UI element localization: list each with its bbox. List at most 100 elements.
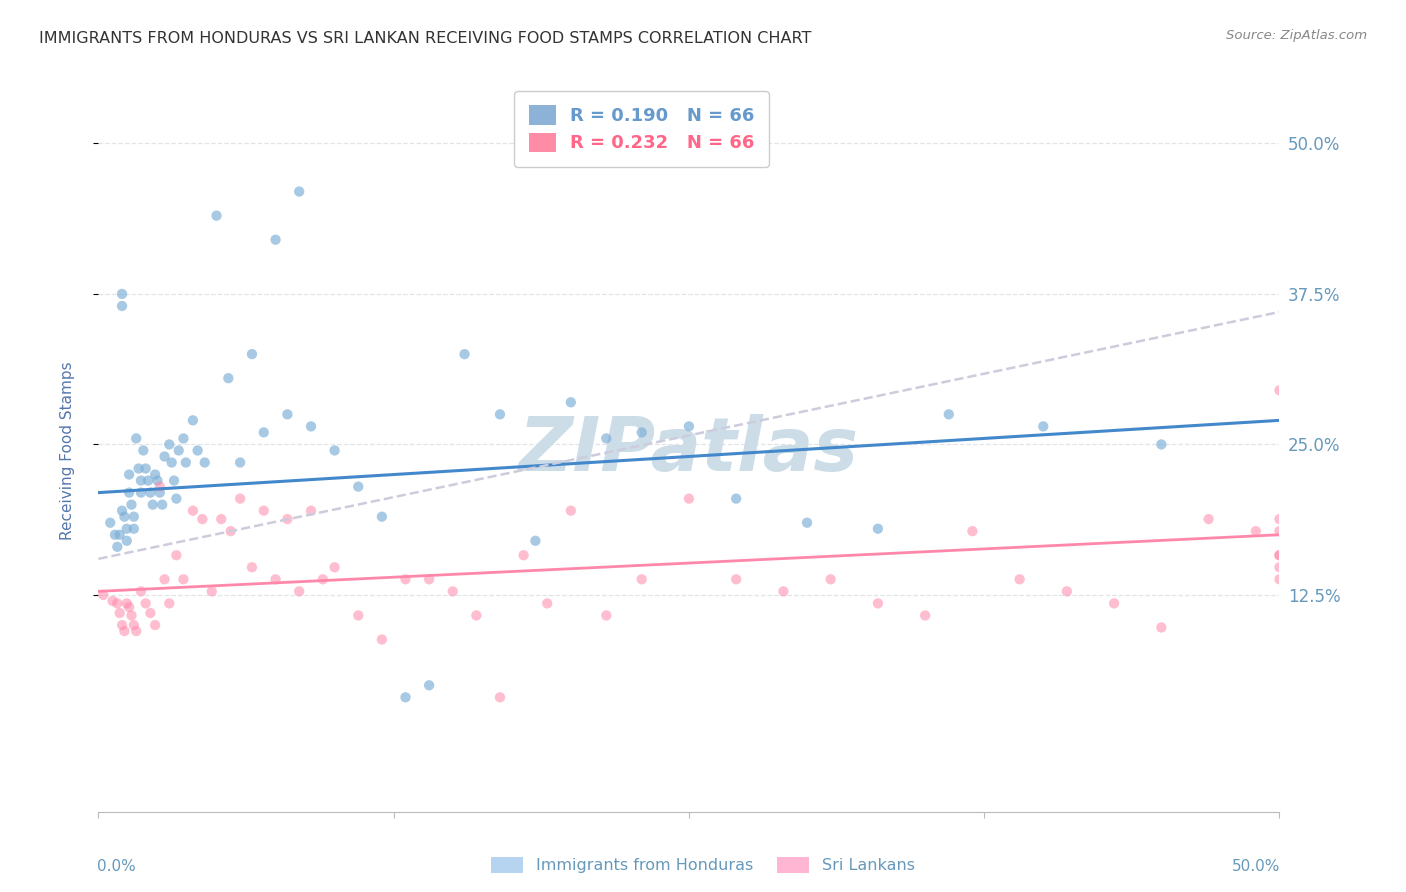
Point: [512, 548, 534, 562]
Point: [201, 584, 224, 599]
Point: [1244, 524, 1267, 538]
Text: IMMIGRANTS FROM HONDURAS VS SRI LANKAN RECEIVING FOOD STAMPS CORRELATION CHART: IMMIGRANTS FROM HONDURAS VS SRI LANKAN R…: [39, 31, 811, 46]
Point: [866, 596, 889, 610]
Point: [1150, 437, 1173, 451]
Point: [276, 407, 298, 422]
Legend: Immigrants from Honduras, Sri Lankans: Immigrants from Honduras, Sri Lankans: [485, 850, 921, 880]
Point: [1056, 584, 1078, 599]
Point: [121, 498, 143, 512]
Point: [347, 608, 370, 623]
Point: [136, 474, 159, 488]
Point: [264, 572, 287, 586]
Point: [187, 443, 209, 458]
Point: [105, 540, 128, 554]
Text: 0.0%: 0.0%: [97, 859, 136, 873]
Point: [312, 572, 335, 586]
Point: [219, 524, 242, 538]
Text: Source: ZipAtlas.com: Source: ZipAtlas.com: [1226, 29, 1367, 42]
Point: [174, 456, 197, 470]
Point: [229, 456, 252, 470]
Point: [163, 474, 186, 488]
Point: [153, 572, 176, 586]
Point: [347, 480, 370, 494]
Point: [796, 516, 818, 530]
Point: [115, 596, 138, 610]
Point: [135, 596, 157, 610]
Point: [264, 233, 287, 247]
Point: [866, 522, 889, 536]
Point: [453, 347, 475, 361]
Point: [115, 522, 138, 536]
Point: [938, 407, 960, 422]
Point: [167, 443, 190, 458]
Point: [101, 594, 124, 608]
Point: [371, 509, 394, 524]
Point: [108, 606, 131, 620]
Point: [118, 485, 141, 500]
Point: [441, 584, 464, 599]
Point: [111, 287, 134, 301]
Point: [1268, 384, 1291, 398]
Point: [108, 528, 131, 542]
Point: [149, 485, 172, 500]
Point: [125, 432, 148, 446]
Point: [678, 491, 700, 506]
Point: [153, 450, 176, 464]
Point: [1268, 512, 1291, 526]
Point: [1150, 620, 1173, 634]
Point: [1268, 524, 1291, 538]
Point: [489, 407, 512, 422]
Point: [125, 624, 148, 639]
Point: [560, 395, 582, 409]
Point: [725, 572, 748, 586]
Point: [299, 419, 322, 434]
Point: [820, 572, 842, 586]
Point: [489, 690, 512, 705]
Point: [418, 678, 440, 692]
Point: [181, 413, 204, 427]
Point: [111, 299, 134, 313]
Point: [128, 461, 150, 475]
Y-axis label: Receiving Food Stamps: Receiving Food Stamps: [60, 361, 75, 540]
Point: [323, 443, 346, 458]
Point: [143, 467, 166, 482]
Point: [129, 474, 152, 488]
Point: [121, 608, 143, 623]
Point: [240, 560, 263, 574]
Point: [157, 596, 180, 610]
Point: [105, 596, 128, 610]
Point: [276, 512, 298, 526]
Point: [112, 624, 135, 639]
Point: [157, 437, 180, 451]
Point: [299, 503, 322, 517]
Point: [217, 371, 239, 385]
Point: [122, 509, 145, 524]
Point: [122, 522, 145, 536]
Legend: R = 0.190   N = 66, R = 0.232   N = 66: R = 0.190 N = 66, R = 0.232 N = 66: [515, 91, 769, 167]
Text: 50.0%: 50.0%: [1232, 859, 1281, 873]
Point: [536, 596, 558, 610]
Point: [1102, 596, 1125, 610]
Point: [418, 572, 440, 586]
Point: [111, 618, 134, 632]
Point: [1268, 572, 1291, 586]
Point: [91, 588, 114, 602]
Point: [146, 474, 169, 488]
Point: [678, 419, 700, 434]
Point: [181, 503, 204, 517]
Point: [323, 560, 346, 574]
Point: [115, 533, 138, 548]
Point: [914, 608, 936, 623]
Point: [129, 584, 152, 599]
Point: [172, 572, 194, 586]
Point: [129, 485, 152, 500]
Point: [104, 528, 127, 542]
Point: [150, 498, 173, 512]
Point: [143, 618, 166, 632]
Point: [132, 443, 155, 458]
Point: [112, 509, 135, 524]
Point: [172, 432, 194, 446]
Point: [118, 467, 141, 482]
Point: [962, 524, 984, 538]
Point: [1008, 572, 1031, 586]
